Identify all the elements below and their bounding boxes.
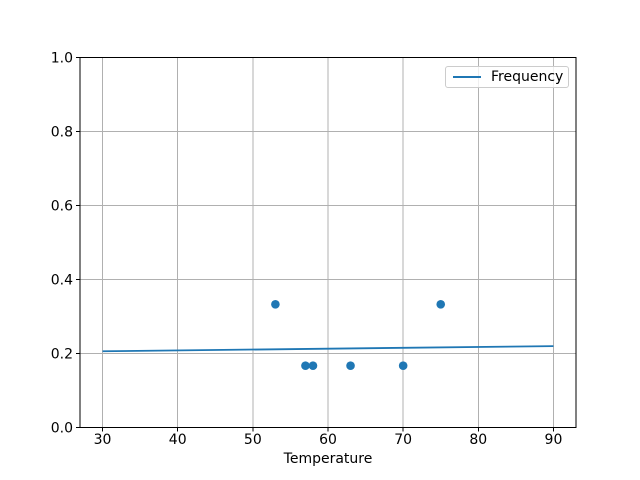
legend: Frequency [445,66,569,88]
y-tick-label: 1.0 [51,50,73,66]
scatter-point [398,361,408,371]
scatter-point [308,361,318,371]
x-tick-label: 90 [545,432,563,448]
x-tick-label: 80 [469,432,487,448]
x-axis-label: Temperature [283,451,373,467]
x-tick-label: 60 [319,432,337,448]
y-tick-label: 0.2 [51,346,73,362]
scatter-point [301,361,310,371]
frequency-trend-line [102,345,554,353]
scatter-point [346,361,355,371]
legend-line-sample [453,75,481,79]
legend-label: Frequency [491,69,564,85]
x-tick-label: 70 [394,432,412,448]
x-tick-label: 50 [244,432,262,448]
y-tick-label: 0.8 [51,124,73,140]
x-tick-label: 40 [169,432,187,448]
y-tick-label: 0.4 [51,272,73,288]
x-tick-label: 30 [94,432,112,448]
y-tick-label: 0.6 [51,198,73,214]
scatter-point [436,299,446,309]
axes-frame [79,57,577,428]
scatter-point [271,299,280,309]
y-tick-label: 0.0 [51,420,73,436]
